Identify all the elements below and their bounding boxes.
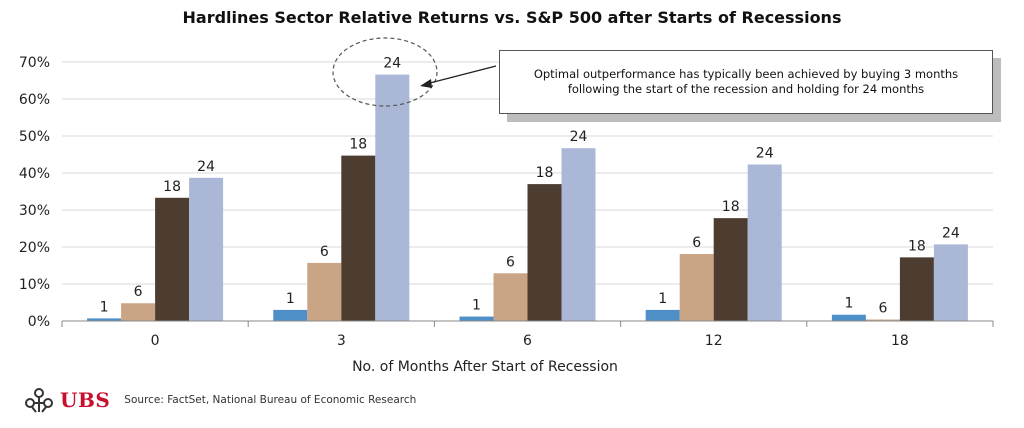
bar-18-3: [341, 155, 376, 321]
data-label: 24: [942, 225, 960, 241]
data-label: 1: [472, 298, 481, 314]
bar-6-12: [679, 254, 714, 321]
data-label: 18: [908, 238, 926, 254]
callout-line-2: following the start of the recession and…: [567, 82, 925, 96]
data-label: 24: [383, 56, 401, 72]
y-tick-label: 10%: [19, 277, 50, 293]
x-tick-label: 3: [337, 333, 346, 349]
data-label: 18: [536, 165, 554, 181]
bar-1-12: [645, 309, 680, 321]
x-tick-label: 0: [151, 333, 160, 349]
x-tick-label: 18: [891, 333, 909, 349]
y-tick-label: 40%: [19, 166, 50, 182]
bar-18-12: [713, 218, 748, 321]
bars: [87, 74, 968, 321]
x-tick-label: 6: [523, 333, 532, 349]
ubs-keys-icon: [25, 388, 53, 413]
bar-18-18: [899, 257, 934, 321]
data-label: 6: [320, 244, 329, 260]
data-label: 24: [756, 145, 774, 161]
data-label: 6: [506, 254, 515, 270]
bar-1-6: [459, 316, 494, 321]
data-label: 6: [878, 301, 887, 317]
bar-1-0: [87, 318, 122, 321]
x-axis: 0 3 6 12 18: [61, 320, 994, 349]
bar-24-0: [189, 177, 224, 321]
y-tick-label: 0%: [28, 314, 50, 330]
callout-line-1: Optimal outperformance has typically bee…: [533, 67, 959, 81]
bar-6-3: [307, 262, 342, 321]
bar-6-18: [865, 319, 900, 321]
data-label: 24: [197, 159, 215, 175]
bar-24-12: [747, 164, 782, 321]
highlight-ellipse: [332, 37, 438, 107]
bar-24-3: [375, 74, 410, 321]
callout-arrow: [420, 65, 497, 88]
bar-24-6: [561, 148, 596, 321]
data-label: 18: [349, 137, 367, 153]
bar-1-18: [831, 314, 866, 321]
y-tick-label: 60%: [19, 92, 50, 108]
data-labels: 1 6 18 24 1 6 18 24 1 6 18 24 1 6 18 24 1 6 18 24: [100, 56, 960, 317]
bar-18-0: [155, 197, 190, 321]
data-label: 1: [844, 296, 853, 312]
bar-24-18: [933, 244, 968, 321]
x-axis-title: No. of Months After Start of Recession: [352, 359, 618, 375]
y-tick-label: 20%: [19, 240, 50, 256]
y-tick-label: 70%: [19, 55, 50, 71]
data-label: 1: [286, 291, 295, 307]
bar-18-6: [527, 184, 562, 321]
y-tick-label: 50%: [19, 129, 50, 145]
y-axis-ticks: 0% 10% 20% 30% 40% 50% 60% 70%: [19, 55, 50, 330]
data-label: 6: [134, 284, 143, 300]
data-label: 6: [692, 235, 701, 251]
chart-title: Hardlines Sector Relative Returns vs. S&…: [182, 8, 842, 27]
data-label: 24: [570, 129, 588, 145]
bar-1-3: [273, 309, 308, 321]
data-label: 1: [658, 291, 667, 307]
data-label: 1: [100, 299, 109, 315]
data-label: 18: [722, 199, 740, 215]
footer: UBS Source: FactSet, National Bureau of …: [22, 386, 416, 414]
ubs-logo-text: UBS: [60, 388, 111, 412]
callout-box: Optimal outperformance has typically bee…: [499, 50, 993, 114]
data-label: 18: [163, 179, 181, 195]
bar-6-0: [121, 303, 156, 321]
source-note: Source: FactSet, National Bureau of Econ…: [124, 394, 417, 406]
x-tick-label: 12: [705, 333, 723, 349]
y-tick-label: 30%: [19, 203, 50, 219]
bar-chart: 0%10%20%30%40%50%60%70% 1618241618241618…: [19, 37, 994, 375]
bar-6-6: [493, 273, 528, 321]
